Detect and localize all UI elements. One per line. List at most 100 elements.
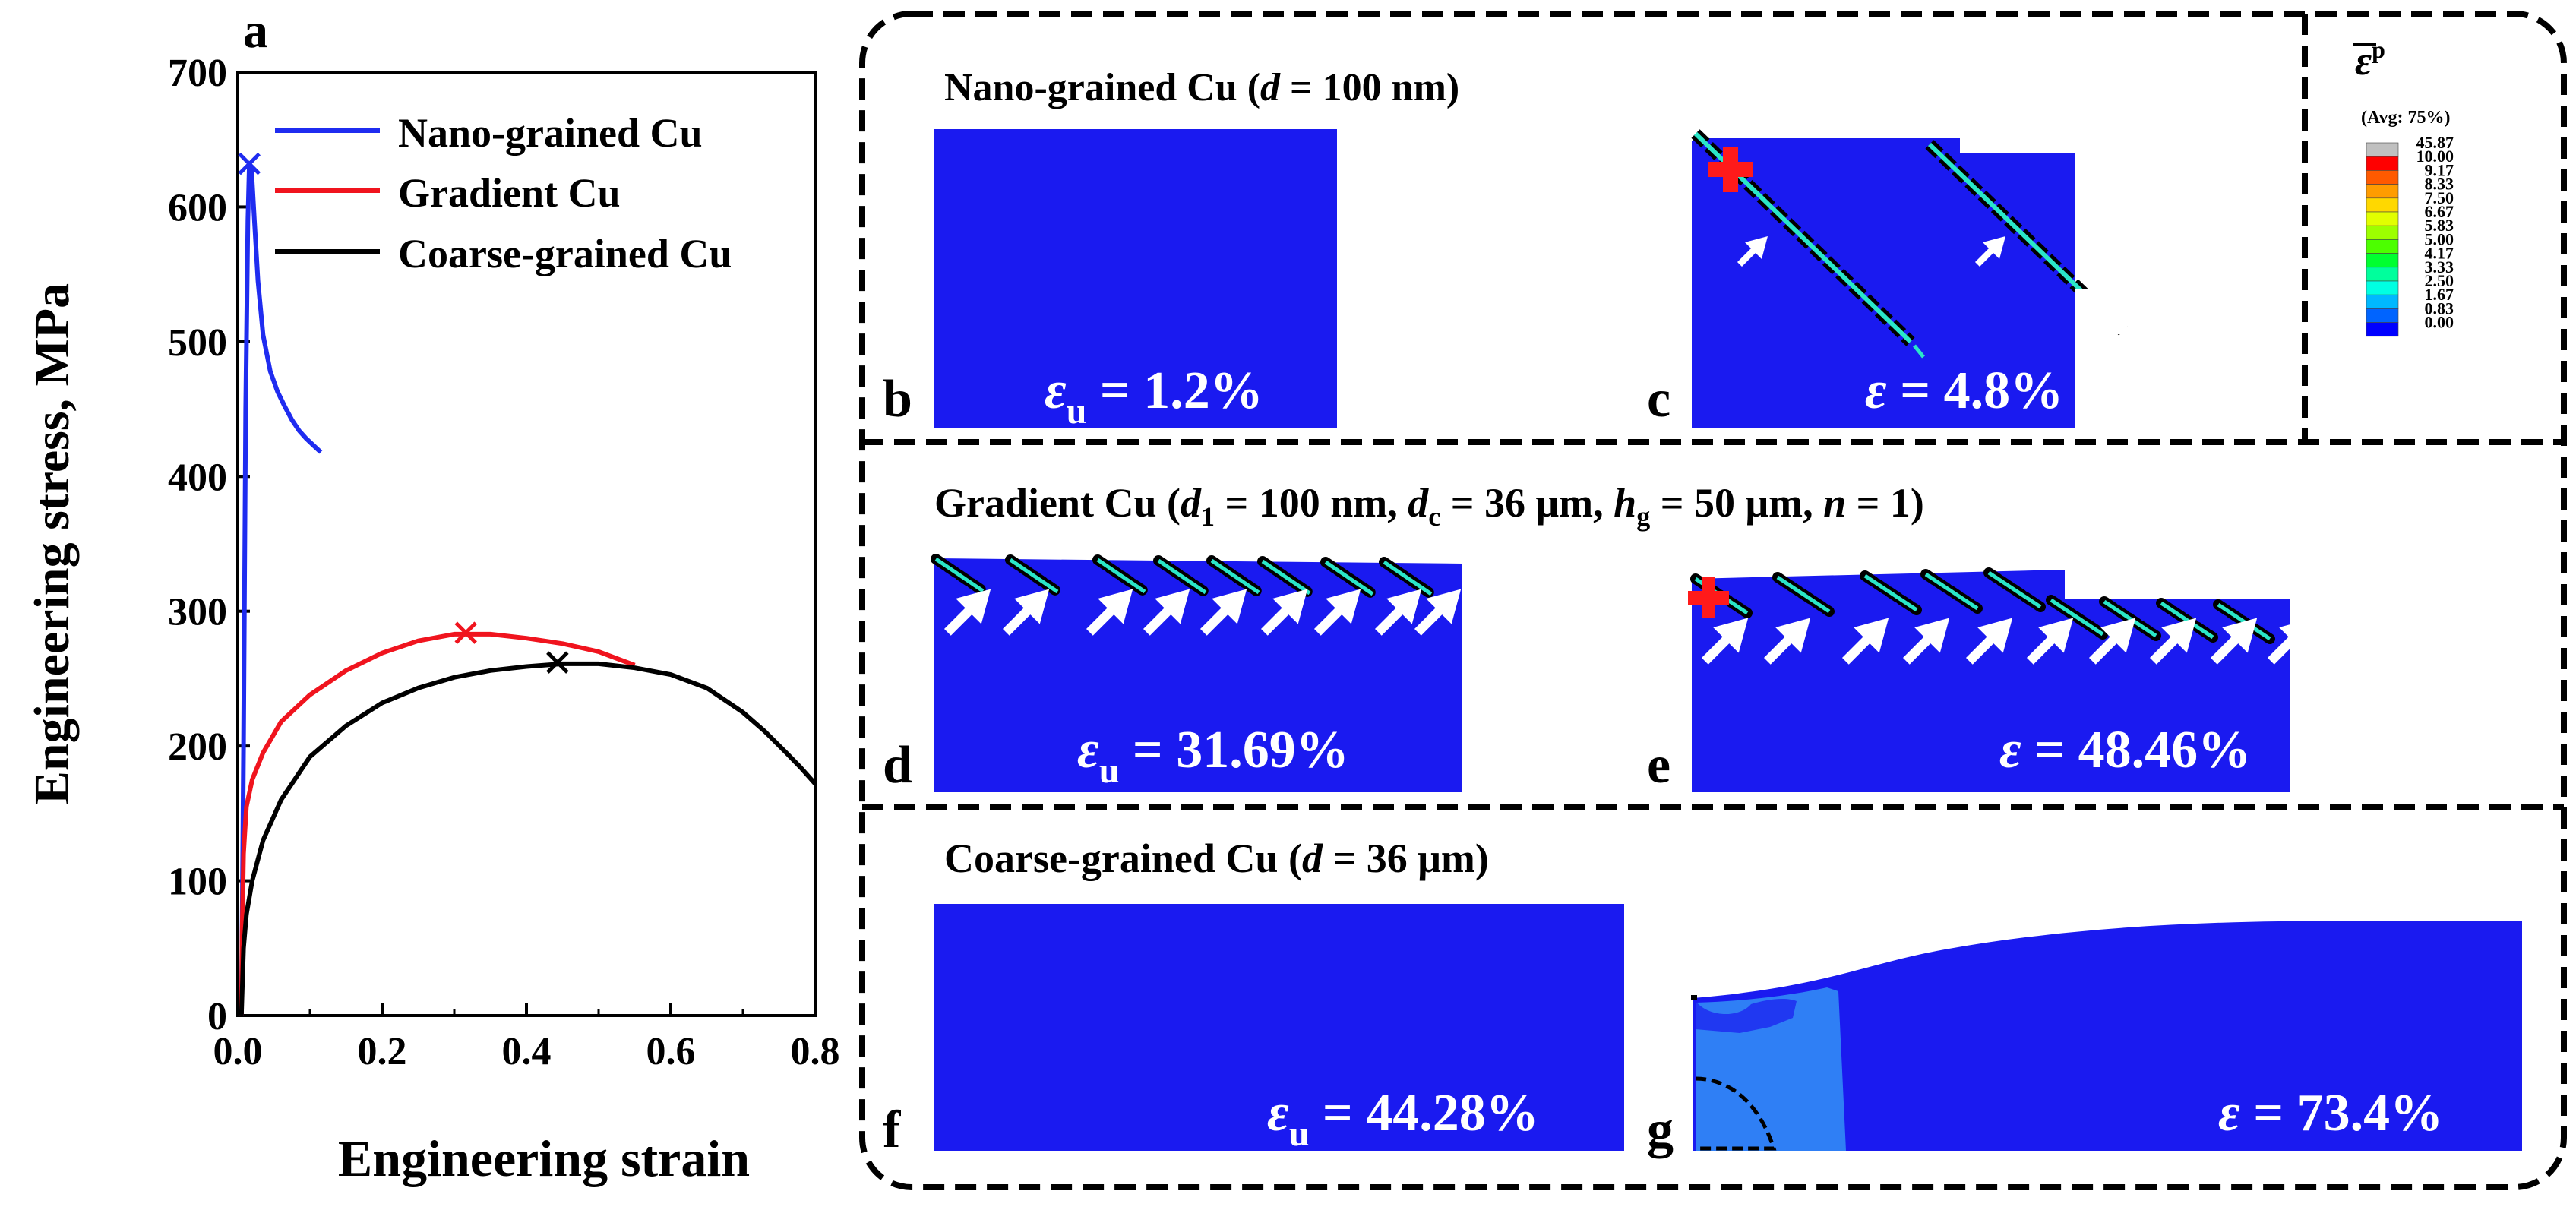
shear-band	[2103, 599, 2157, 638]
colorbar-swatch	[2366, 170, 2399, 185]
row2-title: Gradient Cu (d1 = 100 nm, dc = 36 μm, hg…	[934, 480, 1924, 532]
y-axis-title: Engineering stress, MPa	[24, 283, 80, 804]
panel-b: b εu = 1.2%	[883, 129, 1337, 431]
colorbar-swatch	[2366, 142, 2399, 157]
arrow-icon	[1003, 589, 1050, 636]
colorbar-level: 8.33	[2425, 175, 2454, 194]
panel-g-inner-zone	[1696, 999, 1797, 1033]
colorbar-level: 4.17	[2425, 244, 2454, 263]
arrow-icon	[1200, 589, 1247, 636]
panel-f-strain: εu = 44.28%	[1267, 1084, 1539, 1154]
arrow-icon	[1086, 589, 1133, 636]
panel-f-contour	[934, 904, 1624, 1151]
arrow-icon	[1737, 236, 1768, 267]
arrow-icon	[2268, 618, 2315, 665]
panel-b-strain: εu = 1.2%	[1045, 362, 1263, 431]
shear-band	[1987, 570, 2042, 609]
x-tick-label: 0.8	[791, 1030, 840, 1073]
colorbar-level: 5.00	[2425, 229, 2454, 248]
colorbar-swatch	[2366, 267, 2399, 282]
panel-b-label: b	[883, 370, 912, 428]
panel-d-arrows	[944, 589, 1462, 636]
x-axis-title: Engineering strain	[338, 1129, 750, 1187]
grain-boundary-sketch	[1695, 1076, 1777, 1151]
colorbar-symbol: εp	[2355, 36, 2385, 84]
colorbar-swatch	[2366, 308, 2399, 323]
colorbar-level: 2.50	[2425, 271, 2454, 290]
panel-c-mask	[2075, 289, 2127, 334]
arrow-icon	[1414, 589, 1462, 636]
panel-c-strain: ε = 4.8%	[1865, 362, 2063, 420]
panel-g-strain: ε = 73.4%	[2218, 1084, 2443, 1142]
x-tick-label: 0.2	[358, 1030, 407, 1073]
panel-g-contour	[1693, 921, 2522, 1151]
colorbar-level: 45.87	[2416, 133, 2454, 152]
colorbar-level: 0.83	[2425, 299, 2454, 318]
series-layer	[239, 161, 817, 1016]
legend-label-gradient: Gradient Cu	[398, 170, 621, 216]
row1-title: Nano-grained Cu (d = 100 nm)	[944, 66, 1459, 109]
colorbar-level: 0.00	[2425, 313, 2454, 332]
y-tick-label: 700	[168, 52, 227, 95]
colorbar-swatch	[2366, 197, 2399, 213]
colorbar-swatch	[2366, 322, 2399, 337]
y-tick-label: 400	[168, 456, 227, 499]
shear-band	[1324, 560, 1374, 596]
shear-band	[934, 557, 985, 593]
failure-markers	[238, 152, 569, 674]
series-line-2	[239, 661, 817, 1016]
arrow-icon	[2211, 618, 2258, 665]
shear-band	[1009, 558, 1059, 594]
panel-g-label: g	[1647, 1101, 1674, 1159]
row3-title: Coarse-grained Cu (d = 36 μm)	[944, 836, 1489, 881]
contour-panels-frame	[859, 11, 2567, 1190]
colorbar-level: 5.83	[2425, 216, 2454, 235]
colorbar-avg: (Avg: 75%)	[2361, 108, 2451, 128]
shear-band-1-tail	[1913, 344, 1925, 359]
arrow-icon	[1702, 618, 1749, 665]
y-tick-label: 600	[168, 186, 227, 229]
panel-g: g ε = 73.4%	[1647, 921, 2522, 1159]
arrow-icon	[1764, 618, 1811, 665]
arrow-icon	[1143, 589, 1190, 636]
crack-initiation-marker	[1708, 147, 1753, 192]
panel-f: f εu = 44.28%	[883, 904, 1624, 1159]
arrow-icon	[2089, 618, 2136, 665]
panel-e-label: e	[1647, 736, 1670, 795]
y-tick-label: 500	[168, 321, 227, 365]
dashed-outer-frame	[859, 11, 2567, 1190]
colorbar-swatch	[2366, 211, 2399, 226]
shear-band	[1157, 558, 1207, 595]
arrow-icon	[1842, 618, 1889, 665]
shear-band	[1924, 572, 1979, 611]
colorbar-level: 7.50	[2425, 188, 2454, 207]
panel-d-strain: εu = 31.69%	[1077, 721, 1349, 791]
panel-c-label: c	[1647, 370, 1670, 428]
shear-band	[2050, 598, 2104, 637]
series-line-0	[239, 161, 323, 1016]
shear-band	[1776, 575, 1831, 614]
stress-strain-chart: a 0 100 200 300 400 500 600 700 0.0 0.2 0.4 0.6 0.8…	[24, 3, 840, 1187]
panel-e-arrows	[1702, 618, 2315, 665]
panel-c-contour	[1692, 138, 2075, 428]
colorbar-swatch	[2366, 294, 2399, 309]
arrow-icon	[944, 589, 991, 636]
y-tick-label: 200	[168, 725, 227, 769]
shear-band	[1210, 558, 1260, 595]
arrow-icon	[1375, 589, 1422, 636]
arrow-icon	[1314, 589, 1361, 636]
colorbar-swatch	[2366, 156, 2399, 171]
panel-a-label: a	[243, 3, 268, 58]
colorbar-level: 1.67	[2425, 285, 2454, 304]
colorbar-swatch	[2366, 225, 2399, 240]
colorbar-level: 9.17	[2425, 160, 2454, 179]
legend-label-coarse: Coarse-grained Cu	[398, 231, 732, 276]
panel-e: e ε = 48.46%	[1647, 567, 2315, 795]
colorbar-swatch	[2366, 239, 2399, 254]
legend-label-nano: Nano-grained Cu	[398, 110, 703, 156]
y-tick-label: 0	[207, 995, 227, 1038]
colorbar: εp (Avg: 75%) 45.8710.009.178.337.506.67…	[2353, 36, 2454, 337]
shear-band	[1261, 559, 1311, 596]
colorbar-swatches: 45.8710.009.178.337.506.675.835.004.173.…	[2366, 133, 2454, 337]
